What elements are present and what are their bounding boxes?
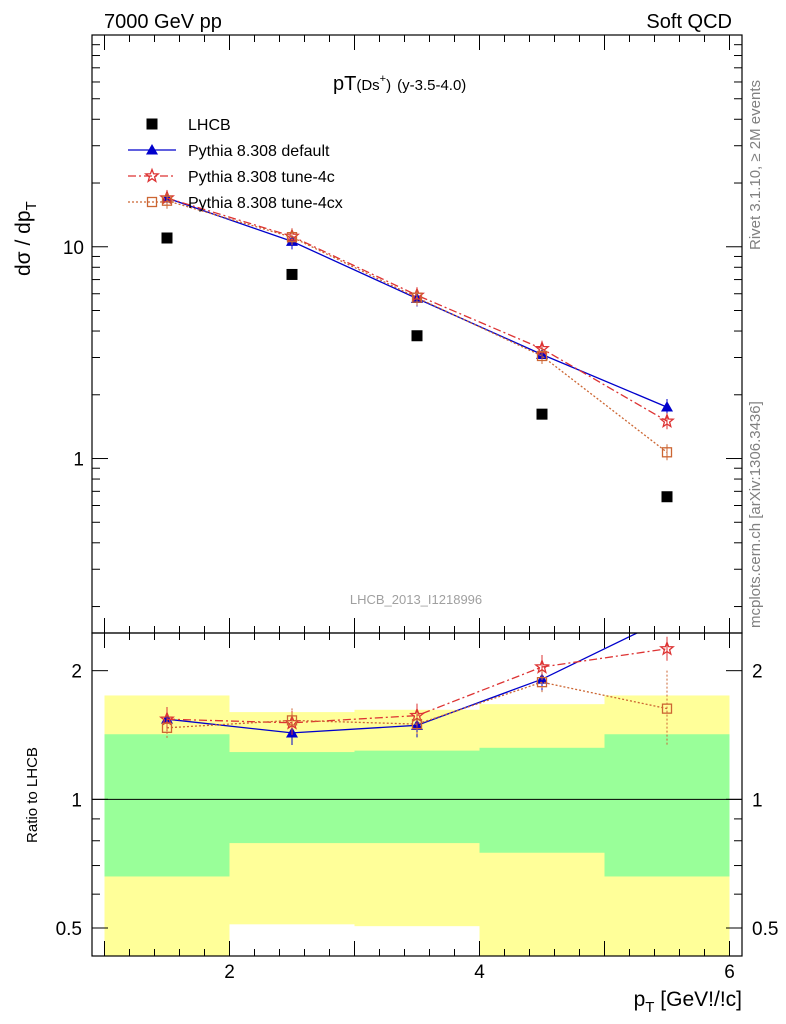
series-2-point-4 xyxy=(659,412,675,428)
analysis-watermark: LHCB_2013_I1218996 xyxy=(350,592,482,607)
plot-title: pT(Ds+) (y-3.5-4.0) xyxy=(333,73,466,95)
ratio-y-tick-label-right-2: 2 xyxy=(752,662,763,683)
green-band-3 xyxy=(479,747,605,853)
mcplots-reference-text: mcplots.cern.ch [arXiv:1306.3436] xyxy=(747,401,764,628)
main-ylabel-sub: T xyxy=(23,201,40,210)
x-axis-label-sub: T xyxy=(645,999,654,1016)
main-y-tick-label-1: 1 xyxy=(73,450,84,471)
series-0-point-2 xyxy=(411,330,423,342)
header-left: 7000 GeV pp xyxy=(104,11,222,33)
x-tick-label-4: 4 xyxy=(474,962,485,983)
x-axis-label-main: p xyxy=(634,988,646,1011)
axes: 2 4 6 1 10 0.5 0.5 1 1 2 2 xyxy=(56,34,778,983)
ratio-series-0-point-4 xyxy=(661,612,673,623)
ratio-y-tick-label-left-1: 1 xyxy=(71,790,82,811)
series-3-point-2 xyxy=(411,292,423,303)
ratio-series-2-point-0 xyxy=(161,722,173,733)
ratio-series-1-point-4 xyxy=(659,640,675,656)
green-band-1 xyxy=(229,752,355,844)
ratio-series-2-line xyxy=(166,681,668,729)
legend-marker-2 xyxy=(144,167,160,183)
ratio-series-2-point-4 xyxy=(661,703,673,714)
main-panel-plot xyxy=(159,189,675,503)
series-3-point-4 xyxy=(661,447,673,458)
ratio-y-tick-label-left-0.5: 0.5 xyxy=(56,919,82,940)
series-0-point-3 xyxy=(536,408,548,420)
ratio-y-tick-label-right-0.5: 0.5 xyxy=(752,919,778,940)
ratio-y-tick-label-left-2: 2 xyxy=(71,662,82,683)
ratio-series-group xyxy=(159,612,675,747)
x-axis-label-tail: [GeV!/!c] xyxy=(654,988,742,1011)
series-3-point-0 xyxy=(161,195,173,206)
plot-title-sub: (Ds xyxy=(356,77,379,94)
main-ylabel-main: dσ / dp xyxy=(12,210,35,276)
plot-title-sup: + xyxy=(380,73,386,85)
series-0-point-1 xyxy=(286,268,298,280)
series-3-point-1 xyxy=(286,232,298,243)
plot-title-range: (y-3.5-4.0) xyxy=(397,77,466,94)
series-0-point-0 xyxy=(161,232,173,244)
series-1-point-4 xyxy=(661,401,673,412)
legend-marker-0 xyxy=(146,118,158,130)
green-band-4 xyxy=(604,734,730,877)
legend-label-1: Pythia 8.308 default xyxy=(188,143,330,160)
main-y-tick-label-10: 10 xyxy=(63,238,84,259)
plot-title-tail: ) xyxy=(386,77,391,94)
series-2-line xyxy=(166,197,668,422)
ratio-y-tick-label-right-1: 1 xyxy=(752,790,763,811)
legend-label-3: Pythia 8.308 tune-4cx xyxy=(188,195,343,212)
ratio-series-2-point-1 xyxy=(286,715,298,726)
x-tick-label-6: 6 xyxy=(724,962,735,983)
series-0-point-4 xyxy=(661,491,673,503)
ratio-uncertainty-bands xyxy=(92,695,742,956)
series-3-line xyxy=(166,200,668,453)
legend-marker-3 xyxy=(146,196,158,208)
legend-marker-1 xyxy=(146,144,158,155)
x-axis-label: pT [GeV!/!c] xyxy=(634,988,742,1016)
ratio-panel-plot xyxy=(159,612,675,747)
ratio-series-1-point-0 xyxy=(159,710,175,726)
rivet-version-text: Rivet 3.1.10, ≥ 2M events xyxy=(747,80,764,250)
ratio-series-1-point-2 xyxy=(409,707,425,723)
ratio-ylabel: Ratio to LHCB xyxy=(24,747,41,843)
ratio-series-2-point-2 xyxy=(411,718,423,730)
x-tick-label-2: 2 xyxy=(224,962,235,983)
legend-label-2: Pythia 8.308 tune-4c xyxy=(188,169,335,186)
series-3-point-3 xyxy=(536,350,548,362)
ratio-series-1-line xyxy=(166,648,668,724)
header-right: Soft QCD xyxy=(646,11,732,33)
main-ylabel: dσ / dpT xyxy=(12,201,40,276)
ratio-series-1-point-3 xyxy=(534,658,550,674)
legend: LHCB Pythia 8.308 default Pythia 8.308 tun… xyxy=(128,117,343,212)
plot-title-main: pT xyxy=(333,73,356,95)
ratio-frame xyxy=(91,632,743,957)
legend-label-0: LHCB xyxy=(188,117,231,134)
ratio-series-2-point-3 xyxy=(536,677,548,688)
green-band-2 xyxy=(354,750,480,844)
main-series-group xyxy=(159,189,675,503)
green-band-0 xyxy=(104,734,230,877)
